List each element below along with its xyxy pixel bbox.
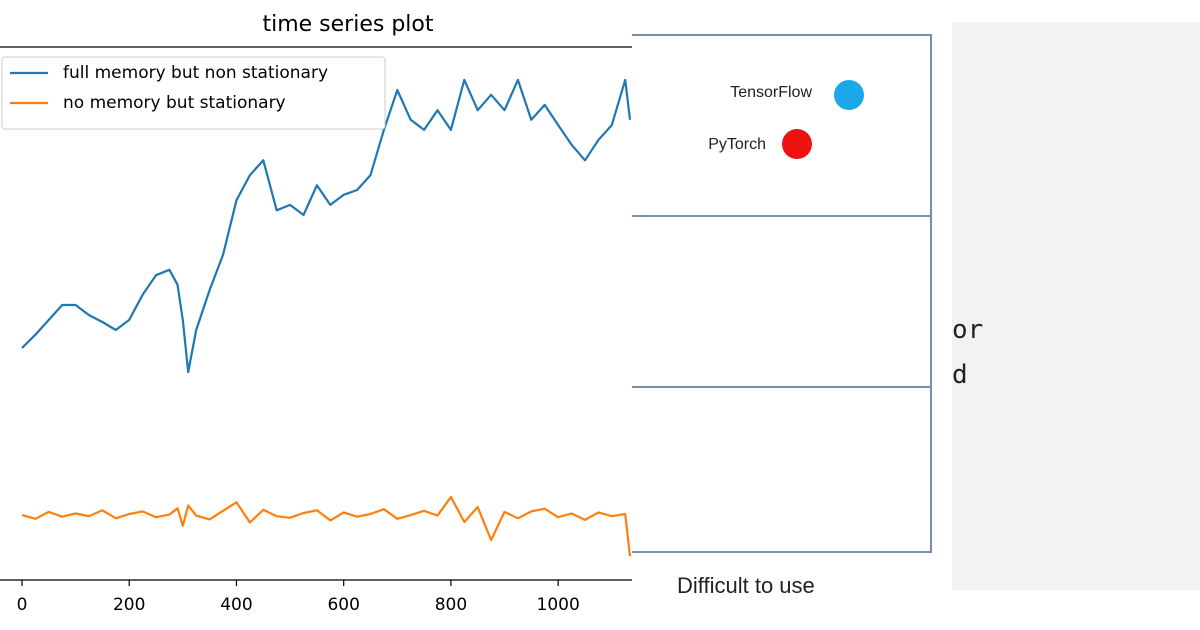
axis-label: Difficult to use <box>677 573 815 598</box>
point-label: PyTorch <box>708 136 766 153</box>
x-tick-label: 400 <box>220 595 252 615</box>
legend-label: full memory but non stationary <box>63 63 328 83</box>
x-tick-label: 200 <box>113 595 145 615</box>
x-tick-label: 0 <box>17 595 28 615</box>
point <box>782 129 812 159</box>
x-tick-label: 600 <box>327 595 359 615</box>
legend-box <box>1 56 386 130</box>
point <box>834 80 864 110</box>
chart-title: time series plot <box>262 12 433 37</box>
point-label: TensorFlow <box>730 84 812 101</box>
text-fragment: or d <box>952 22 1200 590</box>
x-tick-label: 1000 <box>537 595 580 615</box>
diagram-panel: TensorFlow PyTorch Difficult to use <box>632 34 932 598</box>
series-line <box>21 78 632 374</box>
legend-label: no memory but stationary <box>63 93 286 113</box>
text-line: or <box>952 315 984 345</box>
text-line: d <box>952 360 968 390</box>
x-tick-label: 800 <box>435 595 467 615</box>
line-chart: time series plot 0 200 400 600 800 1000 full m… <box>0 12 632 615</box>
series-line <box>21 495 632 557</box>
